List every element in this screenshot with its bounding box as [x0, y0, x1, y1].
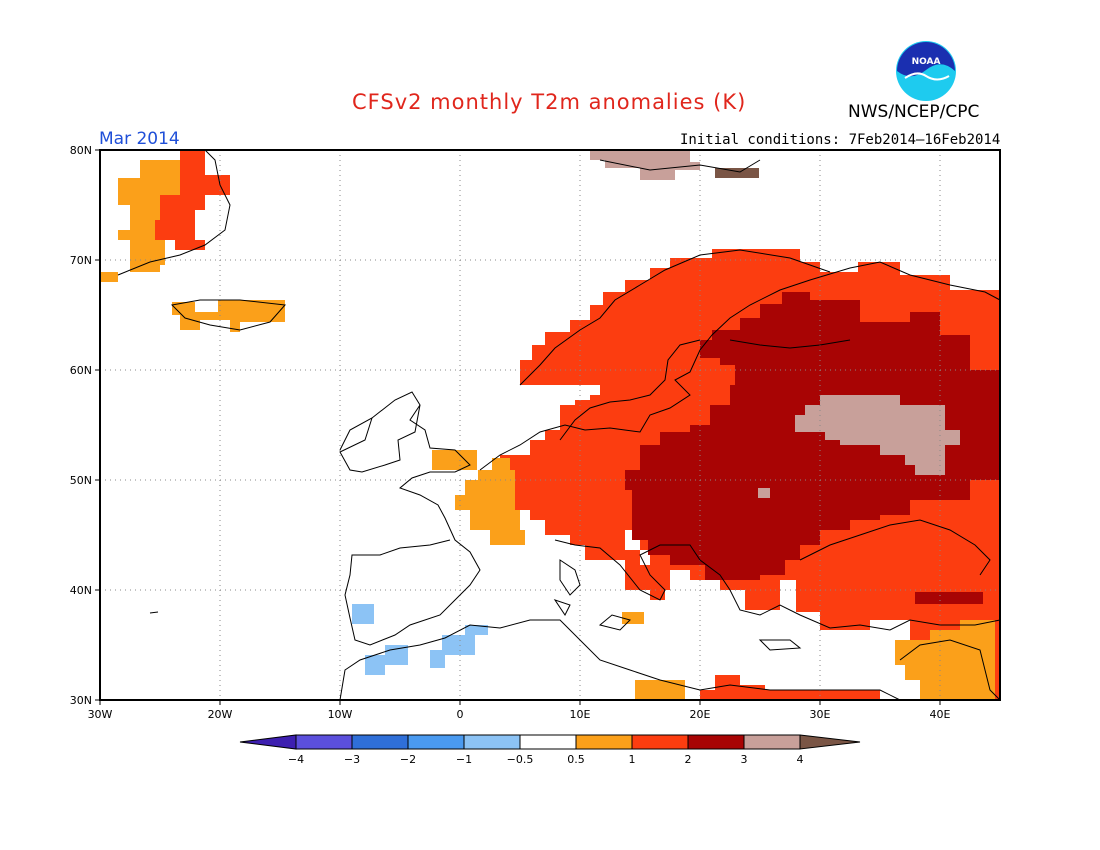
middleeast-anomaly-orange	[895, 620, 995, 700]
france-anomaly	[455, 458, 525, 545]
colorbar-label-3: −2	[400, 753, 416, 766]
algeria-anomaly-blue	[430, 625, 488, 668]
logo-text: NOAA	[912, 57, 941, 67]
lat-label-40n: 40N	[70, 584, 92, 597]
lat-label-70n: 70N	[70, 254, 92, 267]
colorbar	[239, 734, 861, 750]
colorbar-swatch-5	[519, 734, 577, 750]
colorbar-swatch-2	[351, 734, 409, 750]
lon-label-20w: 20W	[208, 708, 233, 721]
gridlines	[100, 150, 1000, 700]
lon-label-0: 0	[457, 708, 464, 721]
colorbar-swatch-7	[631, 734, 689, 750]
tick-marks	[95, 149, 941, 705]
colorbar-arrow-right	[799, 734, 861, 750]
central-russia-anomaly-brown	[795, 395, 960, 475]
russia-anomaly-spot	[758, 488, 770, 498]
colorbar-label-1: −4	[288, 753, 304, 766]
libya-anomaly-orange	[635, 680, 685, 700]
britain-anomaly	[432, 450, 477, 470]
russia-anomaly-darkred	[625, 292, 1000, 580]
colorbar-label-8: 2	[685, 753, 692, 766]
svalbard-anomaly-dark	[715, 168, 759, 178]
lat-label-50n: 50N	[70, 474, 92, 487]
greenland-anomaly-red	[155, 150, 230, 250]
colorbar-swatch-6	[575, 734, 633, 750]
colorbar-swatch-9	[743, 734, 801, 750]
lat-label-60n: 60N	[70, 364, 92, 377]
anomaly-field	[100, 150, 1000, 700]
colorbar-label-10: 4	[797, 753, 804, 766]
lat-label-80n: 80N	[70, 144, 92, 157]
colorbar-swatch-4	[463, 734, 521, 750]
agency-label: NWS/NCEP/CPC	[848, 102, 980, 122]
lon-label-40e: 40E	[930, 708, 951, 721]
lon-label-20e: 20E	[690, 708, 711, 721]
lon-label-10e: 10E	[570, 708, 591, 721]
colorbar-swatch-8	[687, 734, 745, 750]
colorbar-arrow-left	[239, 734, 297, 750]
lat-label-30n: 30N	[70, 694, 92, 707]
colorbar-label-2: −3	[344, 753, 360, 766]
map-title: CFSv2 monthly T2m anomalies (K)	[352, 90, 747, 114]
lon-label-10w: 10W	[328, 708, 353, 721]
colorbar-label-9: 3	[741, 753, 748, 766]
noaa-logo: NOAA	[895, 40, 957, 102]
colorbar-label-4: −1	[456, 753, 472, 766]
colorbar-label-7: 1	[629, 753, 636, 766]
iceland-anomaly	[172, 300, 285, 332]
lon-label-30e: 30E	[810, 708, 831, 721]
spain-anomaly-blue	[352, 604, 374, 624]
coastlines	[117, 149, 1001, 701]
sicily-anomaly	[622, 612, 644, 624]
morocco-anomaly-blue	[365, 645, 408, 675]
italy-anomaly	[600, 545, 670, 600]
forecast-month: Mar 2014	[99, 129, 180, 149]
colorbar-label-6: 0.5	[567, 753, 585, 766]
initial-conditions: Initial conditions: 7Feb2014—16Feb2014	[680, 132, 1001, 148]
egypt-anomaly-red	[700, 675, 880, 700]
colorbar-swatch-1	[295, 734, 353, 750]
greenland-anomaly-orange-tip	[100, 272, 118, 282]
plot-frame	[99, 149, 1001, 701]
colorbar-swatch-3	[407, 734, 465, 750]
colorbar-label-5: −0.5	[507, 753, 534, 766]
lon-label-30w: 30W	[88, 708, 113, 721]
greenland-anomaly-orange	[118, 160, 190, 272]
turkey-anomaly-darkred	[915, 592, 983, 604]
svalbard-anomaly	[590, 150, 700, 180]
